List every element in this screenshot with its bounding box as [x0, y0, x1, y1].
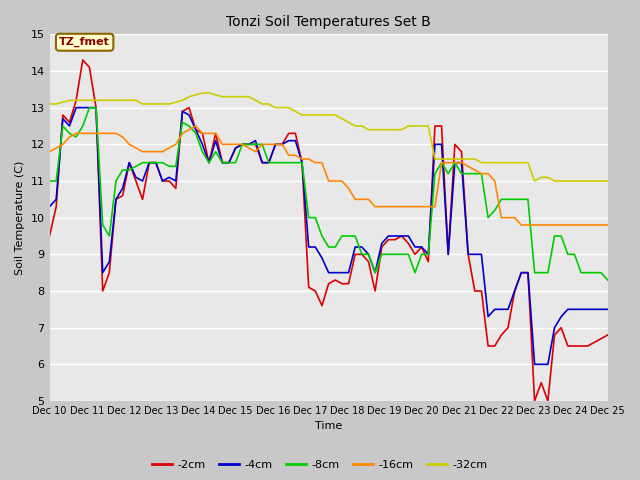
Text: TZ_fmet: TZ_fmet	[60, 37, 110, 48]
Legend: -2cm, -4cm, -8cm, -16cm, -32cm: -2cm, -4cm, -8cm, -16cm, -32cm	[148, 456, 492, 474]
X-axis label: Time: Time	[315, 421, 342, 432]
Y-axis label: Soil Temperature (C): Soil Temperature (C)	[15, 160, 25, 275]
Title: Tonzi Soil Temperatures Set B: Tonzi Soil Temperatures Set B	[226, 15, 431, 29]
